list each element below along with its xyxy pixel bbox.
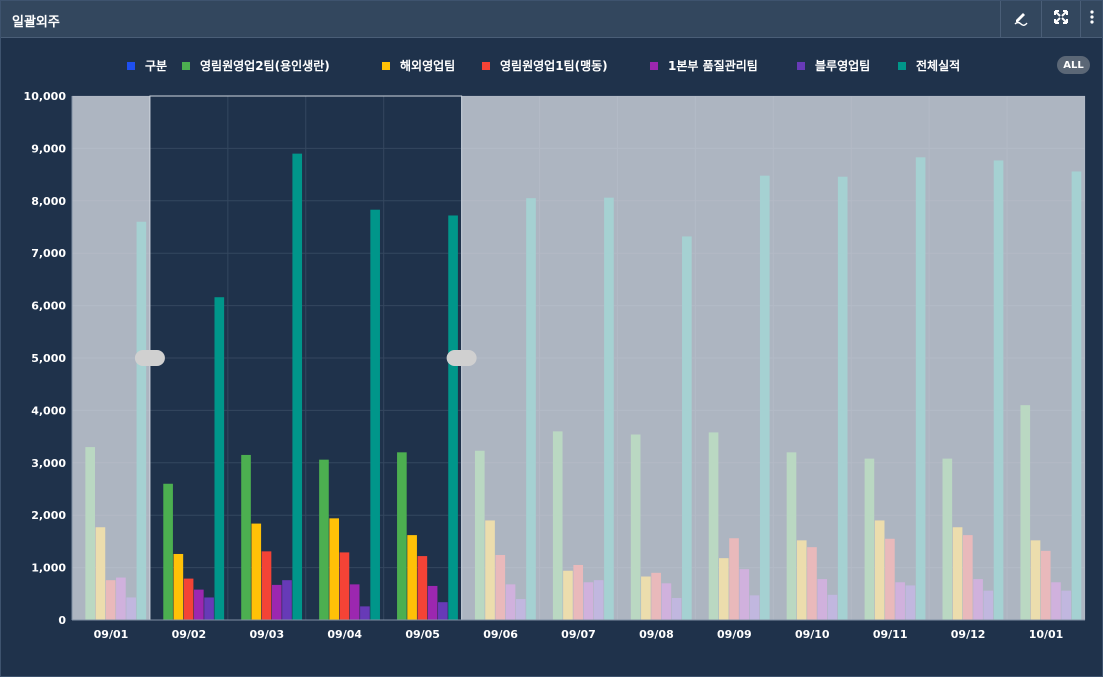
x-tick-label: 09/07 (561, 628, 596, 641)
legend-label: 영림원영업1팀(맹동) (500, 59, 608, 73)
x-tick-label: 09/06 (483, 628, 518, 641)
bar (448, 215, 458, 621)
bar (271, 584, 282, 620)
bar (360, 606, 370, 620)
bar (214, 297, 225, 620)
bar (370, 209, 380, 620)
bar (292, 153, 303, 620)
bar (407, 535, 417, 620)
bar-chart: 0 1,000 2,000 3,000 4,000 5,000 6,000 7,000 8,00… (24, 90, 1086, 641)
y-tick-label: 10,000 (24, 90, 67, 103)
y-tick-label: 5,000 (31, 352, 66, 365)
x-tick-label: 09/04 (327, 628, 362, 641)
more-vertical-icon (1089, 9, 1095, 29)
panel-title: 일괄외주 (12, 15, 60, 30)
bar (427, 585, 438, 620)
bar (183, 578, 194, 620)
y-tick-label: 8,000 (31, 195, 66, 208)
bar (173, 553, 184, 620)
y-tick-label: 1,000 (31, 562, 66, 575)
x-tick-label: 09/05 (405, 628, 440, 641)
bar (282, 580, 292, 620)
y-tick-label: 9,000 (31, 142, 66, 155)
bar (261, 551, 272, 620)
bar (349, 584, 360, 620)
expand-icon (1053, 9, 1069, 29)
y-tick-label: 3,000 (31, 457, 66, 470)
x-tick-label: 09/02 (172, 628, 207, 641)
legend-all-button[interactable]: ALL (1057, 56, 1090, 74)
legend-label: 전체실적 (916, 59, 961, 73)
bar (194, 589, 204, 620)
bar (397, 452, 407, 620)
legend-item[interactable]: 영림원영업2팀(용인생란) (182, 57, 330, 74)
legend-label: 블루영업팀 (815, 59, 871, 73)
legend-swatch (482, 61, 490, 70)
legend-label: 구분 (145, 59, 168, 73)
legend-label: 해외영업팀 (400, 59, 456, 73)
legend-swatch (797, 61, 805, 70)
expand-button[interactable] (1041, 1, 1080, 37)
bar (319, 459, 329, 620)
legend-item[interactable]: 전체실적 (898, 57, 960, 74)
legend-label: 1본부 품질관리팀 (668, 59, 758, 73)
bar (417, 556, 428, 620)
legend-item[interactable]: 구분 (127, 57, 167, 74)
edit-button[interactable] (1000, 1, 1041, 37)
legend-swatch (382, 61, 390, 70)
y-tick-label: 0 (58, 614, 66, 627)
bar (438, 602, 448, 620)
edit-icon (1012, 8, 1030, 30)
x-tick-label: 09/01 (94, 628, 129, 641)
chart-legend: 구분 영림원영업2팀(용인생란) 해외영업팀 영림원영업1팀(맹동) 1본부 품… (1, 57, 1102, 75)
legend-item[interactable]: 해외영업팀 (382, 57, 455, 74)
bar (251, 523, 262, 620)
x-tick-label: 09/08 (639, 628, 674, 641)
y-tick-label: 4,000 (31, 404, 66, 417)
legend-swatch (898, 61, 906, 70)
more-button[interactable] (1080, 1, 1103, 37)
legend-item[interactable]: 1본부 품질관리팀 (650, 57, 758, 74)
panel-header: 일괄외주 (1, 1, 1102, 38)
bar (339, 552, 350, 620)
y-tick-label: 2,000 (31, 509, 66, 522)
y-tick-label: 6,000 (31, 300, 66, 313)
x-tick-label: 09/12 (951, 628, 986, 641)
y-tick-label: 7,000 (31, 247, 66, 260)
bar (241, 454, 251, 620)
x-tick-label: 10/01 (1029, 628, 1064, 641)
range-overlay (461, 96, 1086, 620)
bar (329, 518, 340, 620)
legend-swatch (182, 61, 190, 70)
x-tick-label: 09/03 (249, 628, 284, 641)
legend-item[interactable]: 영림원영업1팀(맹동) (482, 57, 608, 74)
x-tick-label: 09/11 (873, 628, 908, 641)
legend-label: 영림원영업2팀(용인생란) (200, 59, 330, 73)
x-tick-label: 09/09 (717, 628, 752, 641)
bar (163, 483, 173, 620)
bar (204, 597, 214, 620)
legend-item[interactable]: 블루영업팀 (797, 57, 870, 74)
legend-swatch (127, 61, 135, 70)
legend-swatch (650, 61, 658, 70)
x-tick-label: 09/10 (795, 628, 830, 641)
range-handle[interactable] (446, 350, 477, 366)
range-handle[interactable] (134, 350, 165, 366)
